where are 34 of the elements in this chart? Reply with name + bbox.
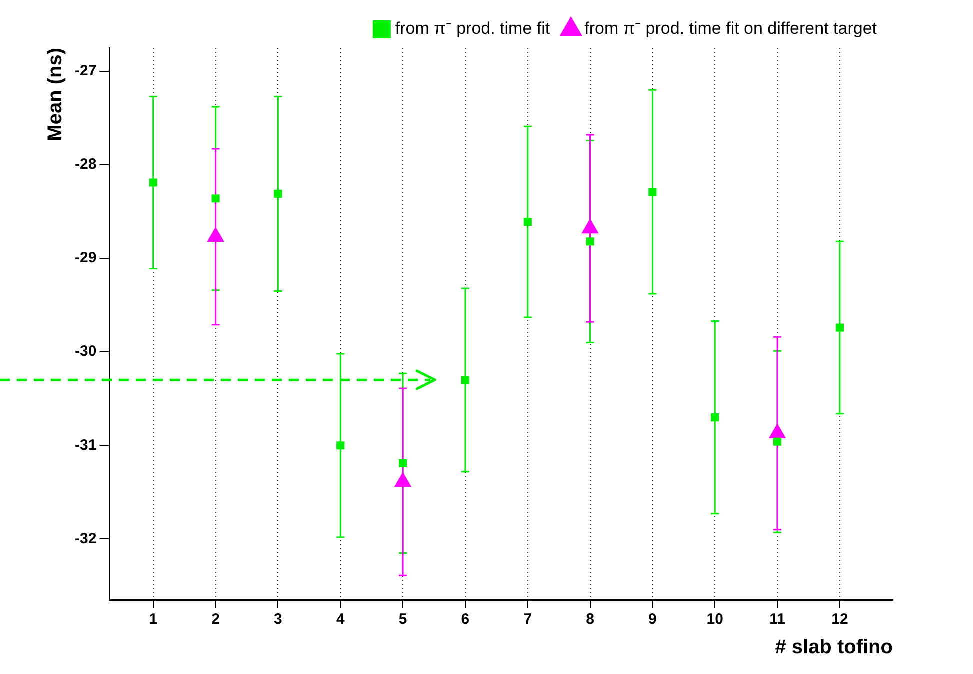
point [212, 194, 220, 203]
point [711, 414, 720, 422]
point [336, 442, 345, 450]
x-tick-label: 4 [336, 611, 346, 628]
y-tick-label: -29 [74, 250, 97, 267]
x-tick-label: 9 [648, 611, 657, 628]
x-tick-label: 6 [461, 611, 470, 628]
x-tick-label: 5 [398, 611, 408, 628]
point [836, 324, 844, 332]
x-tick-label: 3 [274, 611, 282, 628]
x-tick-label: 2 [212, 611, 220, 628]
x-tick-label: 8 [586, 611, 594, 628]
point [586, 238, 594, 246]
x-tick-label: 7 [524, 611, 532, 628]
x-tick-label: 10 [706, 611, 724, 628]
y-tick-label: -31 [74, 436, 97, 454]
x-tick-label: 12 [832, 611, 848, 628]
point [524, 218, 532, 226]
point [773, 438, 782, 446]
point [399, 459, 408, 468]
x-axis-title: # slab tofino [775, 636, 893, 659]
legend-label: from π⁻ prod. time fit [395, 19, 550, 38]
point [648, 188, 657, 196]
x-tick-label: 1 [149, 611, 158, 628]
y-tick-label: -30 [74, 343, 97, 360]
y-tick-label: -32 [74, 530, 97, 548]
x-tick-label: 11 [770, 611, 786, 628]
y-axis-title: Mean (ns) [44, 48, 67, 142]
legend-label: from π⁻ prod. time fit on different target [584, 19, 878, 38]
point [274, 190, 282, 198]
point [149, 178, 158, 187]
y-tick-label: -27 [74, 62, 97, 80]
point [461, 376, 470, 384]
y-tick-label: -28 [74, 156, 97, 174]
